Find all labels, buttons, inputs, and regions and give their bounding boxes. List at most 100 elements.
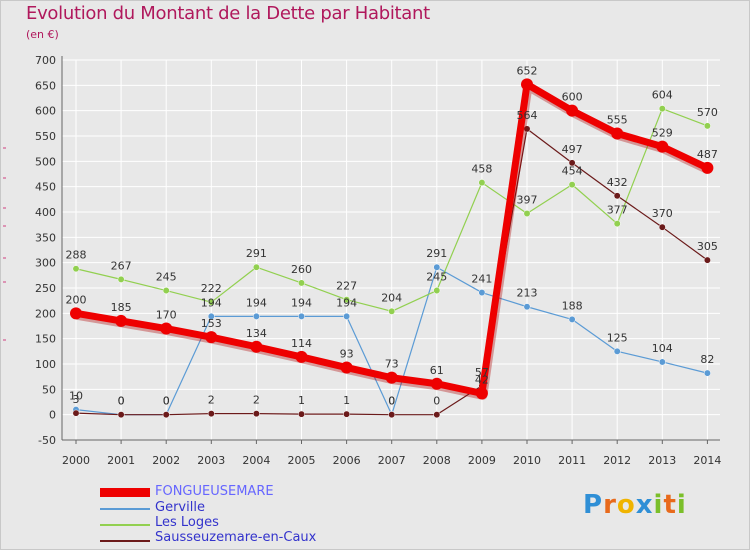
data-label-sausseuzemare-en-caux: 3 [73,393,80,406]
data-point-fongueusemare [430,377,443,390]
data-point-les-loges [388,307,396,315]
data-point-fongueusemare [385,371,398,384]
data-label-les-loges: 288 [66,249,87,262]
data-point-gerville [298,312,305,320]
data-label-les-loges: 570 [697,106,718,119]
x-tick-label: 2008 [423,454,451,467]
data-point-fongueusemare [250,340,263,353]
data-label-fongueusemare: 555 [607,113,628,126]
y-tick-label: 650 [35,79,56,92]
data-point-les-loges [613,220,621,228]
data-label-gerville: 0 [118,395,125,408]
x-tick-label: 2007 [378,454,406,467]
x-tick-label: 2014 [693,454,721,467]
x-tick-label: 2010 [513,454,541,467]
data-label-gerville: 82 [700,353,714,366]
y-tick-label: 50 [42,383,56,396]
data-label-gerville: 194 [336,296,357,309]
data-label-gerville: 125 [607,331,628,344]
x-tick-label: 2009 [468,454,496,467]
legend-label-fongueusemare: FONGUEUSEMARE [155,484,274,499]
data-label-les-loges: 267 [111,259,132,272]
data-point-les-loges [523,210,531,217]
data-point-les-loges [72,265,80,273]
data-point-les-loges [298,279,305,287]
logo-letter: i [653,490,664,520]
data-point-gerville [252,312,260,320]
data-label-les-loges: 260 [291,263,312,276]
data-label-gerville: 194 [291,296,312,309]
legend-swatch-fongueusemare [100,488,150,497]
data-label-sausseuzemare-en-caux: 57 [475,366,489,379]
y-tick-label: 100 [35,358,56,371]
data-label-gerville: 0 [388,395,395,408]
x-tick-label: 2013 [648,454,676,467]
data-label-gerville: 194 [246,296,267,309]
y-tick-label: 500 [35,155,56,168]
data-label-sausseuzemare-en-caux: 2 [208,394,215,407]
data-label-gerville: 213 [517,287,538,300]
logo-letter: x [635,490,654,520]
data-label-fongueusemare: 600 [562,91,583,104]
legend-label-sausseuzemare: Sausseuzemare-en-Caux [155,530,317,545]
chart-title: Evolution du Montant de la Dette par Hab… [26,3,430,24]
y-tick-label: 700 [35,54,56,67]
data-label-les-loges: 227 [336,280,357,293]
x-tick-label: 2006 [333,454,361,467]
data-label-les-loges: 397 [517,194,538,207]
y-tick-label: 400 [35,206,56,219]
data-point-fongueusemare [475,387,488,400]
data-point-sausseuzemare-en-caux [703,256,711,264]
data-label-les-loges: 204 [381,291,402,304]
data-point-gerville [523,303,531,311]
y-tick-label: 600 [35,105,56,118]
legend-swatch-gerville [100,508,150,510]
data-point-gerville [568,315,576,323]
data-label-gerville: 194 [201,296,222,309]
x-tick-label: 2004 [242,454,270,467]
data-label-sausseuzemare-en-caux: 1 [298,394,305,407]
data-label-gerville: 188 [562,299,583,312]
data-label-fongueusemare: 134 [246,327,267,340]
proxiti-logo: Proxiti [583,490,687,520]
y-tick-label: -50 [38,434,56,447]
data-label-gerville: 10 [69,390,83,403]
data-label-sausseuzemare-en-caux: 432 [607,176,628,189]
data-label-fongueusemare: 73 [385,358,399,371]
data-point-gerville [433,263,441,271]
logo-letter: t [663,490,677,520]
data-label-sausseuzemare-en-caux: 1 [343,394,350,407]
data-point-fongueusemare [340,361,353,374]
data-point-fongueusemare [205,331,218,344]
data-point-sausseuzemare-en-caux [388,411,396,419]
logo-letter: o [616,490,636,520]
data-label-fongueusemare: 61 [430,364,444,377]
data-point-fongueusemare [566,104,579,117]
data-label-les-loges: 604 [652,89,673,102]
logo-letter: r [603,490,617,520]
data-label-les-loges: 454 [562,165,583,178]
data-label-sausseuzemare-en-caux: 0 [388,395,395,408]
y-tick-label: 550 [35,130,56,143]
data-point-sausseuzemare-en-caux [162,411,170,419]
data-label-les-loges: 458 [471,163,492,176]
legend-label-gerville: Gerville [155,500,205,515]
data-point-les-loges [478,179,486,187]
data-point-sausseuzemare-en-caux [343,410,351,418]
legend-swatch-les-loges [100,524,150,526]
y-tick-label: 200 [35,307,56,320]
x-tick-label: 2011 [558,454,586,467]
logo-letter: P [583,490,604,520]
data-point-les-loges [252,263,260,271]
data-point-fongueusemare [611,127,624,140]
data-point-gerville [703,369,711,377]
data-label-les-loges: 245 [426,271,447,284]
data-point-fongueusemare [656,140,669,153]
data-label-sausseuzemare-en-caux: 497 [562,143,583,156]
data-label-sausseuzemare-en-caux: 0 [118,395,125,408]
x-tick-label: 2000 [62,454,90,467]
data-label-les-loges: 377 [607,204,628,217]
data-point-fongueusemare [70,307,82,320]
data-label-les-loges: 291 [246,247,267,260]
data-point-les-loges [658,105,666,113]
